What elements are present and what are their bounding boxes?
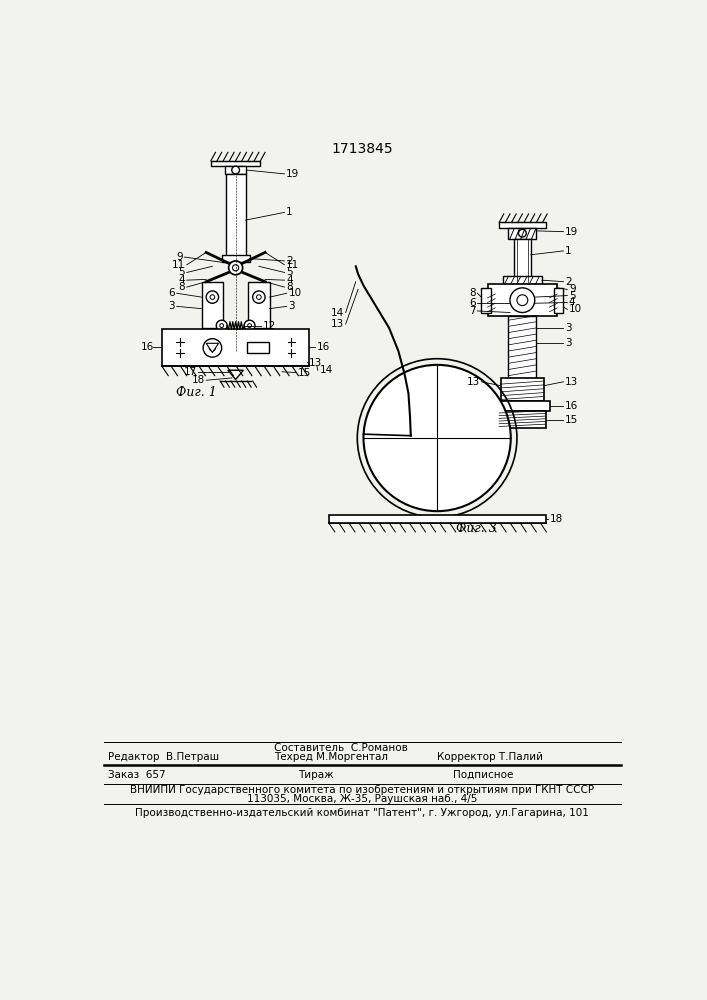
Text: 2: 2 xyxy=(565,277,572,287)
Text: 13: 13 xyxy=(467,377,480,387)
Bar xyxy=(222,255,250,262)
Text: 3: 3 xyxy=(565,323,572,333)
Text: 3: 3 xyxy=(565,338,572,348)
Polygon shape xyxy=(228,370,243,379)
Text: 1713845: 1713845 xyxy=(331,142,393,156)
Circle shape xyxy=(216,320,227,331)
Text: 15: 15 xyxy=(565,415,578,425)
Text: 18: 18 xyxy=(192,375,204,385)
Bar xyxy=(211,161,260,166)
Text: 13: 13 xyxy=(309,358,322,368)
Text: 18: 18 xyxy=(549,514,563,524)
Bar xyxy=(499,411,546,428)
Bar xyxy=(499,222,546,228)
Circle shape xyxy=(244,320,255,331)
Text: 19: 19 xyxy=(286,169,299,179)
Text: 8: 8 xyxy=(469,288,476,298)
Text: 5: 5 xyxy=(179,267,185,277)
Text: Составитель  С.Романов: Составитель С.Романов xyxy=(274,743,408,753)
Circle shape xyxy=(517,295,528,306)
Circle shape xyxy=(232,166,240,174)
Bar xyxy=(554,288,563,312)
Circle shape xyxy=(206,291,218,303)
Text: Фиг. 3: Фиг. 3 xyxy=(455,522,496,535)
Circle shape xyxy=(247,324,252,328)
Circle shape xyxy=(257,295,261,299)
Text: ВНИИПИ Государственного комитета по изобретениям и открытиям при ГКНТ СССР: ВНИИПИ Государственного комитета по изоб… xyxy=(130,785,594,795)
Text: 113035, Москва, Ж-35, Раушская наб., 4/5: 113035, Москва, Ж-35, Раушская наб., 4/5 xyxy=(247,794,477,804)
Text: Техред М.Моргентал: Техред М.Моргентал xyxy=(274,752,388,762)
Text: 6: 6 xyxy=(168,288,175,298)
Bar xyxy=(514,239,531,282)
Circle shape xyxy=(228,261,243,275)
Text: 14: 14 xyxy=(331,308,344,318)
Text: 13: 13 xyxy=(331,319,344,329)
Text: 10: 10 xyxy=(288,288,301,298)
Bar xyxy=(162,329,309,366)
Bar xyxy=(247,342,269,353)
Circle shape xyxy=(233,265,239,271)
Text: 1: 1 xyxy=(286,207,293,217)
Circle shape xyxy=(252,291,265,303)
Bar xyxy=(329,515,546,523)
Bar xyxy=(503,276,542,284)
Text: Редактор  В.Петраш: Редактор В.Петраш xyxy=(107,752,219,762)
Bar xyxy=(481,288,491,312)
Text: 8: 8 xyxy=(179,282,185,292)
Text: 16: 16 xyxy=(141,342,154,352)
Text: 16: 16 xyxy=(565,401,578,411)
Text: 3: 3 xyxy=(288,301,295,311)
Text: 5: 5 xyxy=(286,267,293,277)
Text: Корректор Т.Палий: Корректор Т.Палий xyxy=(437,752,543,762)
Circle shape xyxy=(209,345,216,351)
Text: Фиг. 1: Фиг. 1 xyxy=(177,386,217,399)
Text: 16: 16 xyxy=(317,342,330,352)
Text: 17: 17 xyxy=(184,367,197,377)
Text: Заказ  657: Заказ 657 xyxy=(107,770,165,780)
Bar xyxy=(225,166,247,174)
Text: 1: 1 xyxy=(565,246,572,256)
Text: Производственно-издательский комбинат "Патент", г. Ужгород, ул.Гагарина, 101: Производственно-издательский комбинат "П… xyxy=(135,808,589,818)
Bar xyxy=(508,228,537,239)
Text: 2: 2 xyxy=(286,256,293,266)
Text: 5: 5 xyxy=(569,291,575,301)
Bar xyxy=(201,282,223,328)
Circle shape xyxy=(510,288,534,312)
Text: 9: 9 xyxy=(176,252,183,262)
Text: 4: 4 xyxy=(286,275,293,285)
Text: 11: 11 xyxy=(286,260,299,270)
Text: 13: 13 xyxy=(565,377,578,387)
Text: 4: 4 xyxy=(179,275,185,285)
Bar xyxy=(248,282,270,328)
Bar xyxy=(508,316,537,378)
Circle shape xyxy=(203,339,222,357)
Polygon shape xyxy=(206,343,218,353)
Text: 10: 10 xyxy=(569,304,582,314)
Text: 6: 6 xyxy=(469,298,476,308)
Text: 4: 4 xyxy=(569,297,575,307)
Text: Подписное: Подписное xyxy=(452,770,513,780)
Circle shape xyxy=(210,295,215,299)
Circle shape xyxy=(220,324,223,328)
Bar xyxy=(226,174,246,259)
Bar xyxy=(501,378,544,401)
Circle shape xyxy=(518,229,526,237)
Text: 9: 9 xyxy=(569,284,575,294)
Text: 15: 15 xyxy=(298,368,311,378)
Text: 19: 19 xyxy=(565,227,578,237)
Text: 14: 14 xyxy=(320,365,332,375)
Text: 11: 11 xyxy=(172,260,185,270)
Bar xyxy=(495,401,549,411)
Text: 12: 12 xyxy=(263,321,276,331)
Text: 8: 8 xyxy=(286,282,293,292)
Text: 3: 3 xyxy=(168,301,175,311)
Text: 7: 7 xyxy=(469,306,476,316)
Circle shape xyxy=(363,365,510,511)
Text: Тираж: Тираж xyxy=(298,770,333,780)
Bar xyxy=(488,284,557,316)
